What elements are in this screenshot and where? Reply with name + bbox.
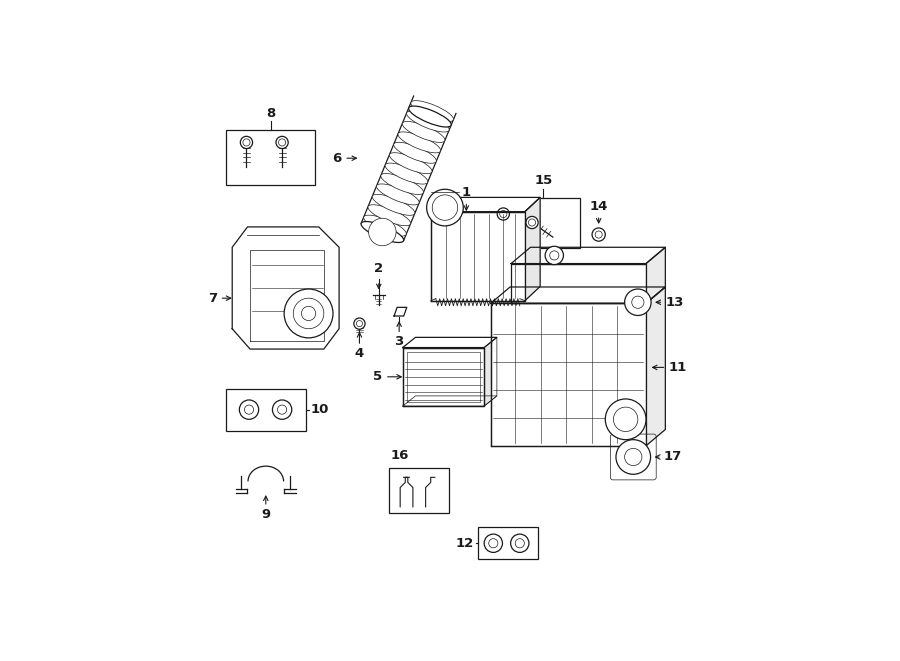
Ellipse shape <box>398 132 441 153</box>
Text: 5: 5 <box>374 370 382 383</box>
Circle shape <box>616 440 651 475</box>
Circle shape <box>528 219 536 226</box>
Polygon shape <box>491 287 665 303</box>
Circle shape <box>276 136 288 149</box>
Circle shape <box>500 210 507 217</box>
Text: 17: 17 <box>664 451 682 463</box>
Circle shape <box>293 298 324 329</box>
Text: 1: 1 <box>462 186 471 200</box>
Circle shape <box>484 534 502 553</box>
Ellipse shape <box>385 163 428 184</box>
Polygon shape <box>646 287 665 446</box>
Circle shape <box>625 289 651 315</box>
Ellipse shape <box>373 194 415 215</box>
Bar <box>507 198 580 249</box>
Polygon shape <box>402 396 497 406</box>
Bar <box>226 130 315 184</box>
Text: 15: 15 <box>535 175 553 187</box>
Circle shape <box>245 405 254 414</box>
Circle shape <box>273 400 292 419</box>
Text: 2: 2 <box>374 262 383 275</box>
Bar <box>402 348 484 406</box>
Ellipse shape <box>411 100 454 122</box>
Circle shape <box>369 218 396 246</box>
Ellipse shape <box>409 106 451 127</box>
Text: 14: 14 <box>590 200 608 214</box>
Circle shape <box>510 534 529 553</box>
Ellipse shape <box>364 215 406 236</box>
Polygon shape <box>232 227 339 349</box>
Text: 11: 11 <box>669 361 688 374</box>
Text: 12: 12 <box>455 537 474 550</box>
Ellipse shape <box>390 153 432 174</box>
Text: 10: 10 <box>310 403 328 416</box>
Ellipse shape <box>402 122 445 142</box>
Text: 3: 3 <box>394 335 404 348</box>
Text: 8: 8 <box>266 107 275 120</box>
Circle shape <box>526 216 538 229</box>
Text: 9: 9 <box>261 508 270 522</box>
Circle shape <box>302 306 316 321</box>
Circle shape <box>497 208 509 220</box>
Bar <box>478 527 538 559</box>
Bar <box>389 468 449 513</box>
Ellipse shape <box>381 174 424 194</box>
Bar <box>226 389 306 430</box>
Circle shape <box>284 289 333 338</box>
Bar <box>491 303 646 446</box>
Circle shape <box>625 448 642 465</box>
Text: 4: 4 <box>355 347 365 360</box>
Circle shape <box>595 231 602 238</box>
Circle shape <box>277 405 287 414</box>
Polygon shape <box>511 247 665 264</box>
Ellipse shape <box>393 142 436 163</box>
Text: 16: 16 <box>391 449 410 462</box>
Circle shape <box>239 400 258 419</box>
Bar <box>511 264 646 303</box>
Circle shape <box>489 539 498 548</box>
Polygon shape <box>394 307 407 316</box>
Polygon shape <box>646 247 665 303</box>
Text: 6: 6 <box>332 152 341 165</box>
Circle shape <box>545 247 563 264</box>
Ellipse shape <box>376 184 419 205</box>
Polygon shape <box>525 198 540 301</box>
Circle shape <box>278 139 285 146</box>
Circle shape <box>356 321 363 327</box>
Circle shape <box>243 139 250 146</box>
Circle shape <box>515 539 525 548</box>
Circle shape <box>240 136 253 149</box>
Circle shape <box>632 296 644 309</box>
Ellipse shape <box>368 205 410 225</box>
Ellipse shape <box>407 111 449 132</box>
Text: 13: 13 <box>666 295 684 309</box>
Polygon shape <box>402 337 497 348</box>
Circle shape <box>614 407 638 432</box>
Bar <box>431 212 525 301</box>
Circle shape <box>427 189 464 226</box>
Polygon shape <box>484 337 497 406</box>
Circle shape <box>592 228 606 241</box>
Ellipse shape <box>361 221 404 243</box>
Circle shape <box>354 318 365 329</box>
Text: 7: 7 <box>208 292 217 305</box>
Circle shape <box>550 251 559 260</box>
Circle shape <box>432 195 458 220</box>
Circle shape <box>606 399 646 440</box>
Polygon shape <box>431 198 540 212</box>
